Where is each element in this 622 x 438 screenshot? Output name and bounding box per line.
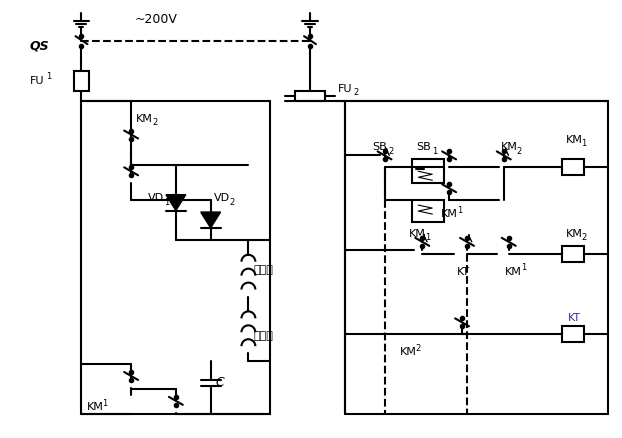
Text: SB: SB	[373, 142, 388, 152]
Text: 1: 1	[103, 399, 108, 408]
Polygon shape	[166, 194, 186, 211]
Bar	[412, 200, 444, 222]
Text: KT: KT	[457, 267, 470, 277]
Text: 2: 2	[582, 233, 587, 242]
Text: 1: 1	[45, 72, 51, 81]
Bar	[295, 91, 325, 101]
Bar	[412, 159, 444, 183]
Text: KM: KM	[136, 113, 153, 124]
Text: 1: 1	[164, 198, 169, 207]
Bar	[562, 246, 584, 262]
Text: 2: 2	[152, 118, 157, 127]
Text: VD: VD	[213, 193, 230, 203]
Text: KM: KM	[399, 347, 416, 357]
Text: KM: KM	[409, 229, 426, 239]
Text: QS: QS	[30, 39, 49, 53]
Text: 副绕组: 副绕组	[253, 331, 273, 341]
Polygon shape	[201, 212, 221, 228]
Text: KM: KM	[505, 267, 522, 277]
Text: KM: KM	[501, 142, 518, 152]
Text: 1: 1	[432, 147, 437, 156]
Text: 2: 2	[517, 147, 522, 156]
Text: 1: 1	[457, 205, 462, 215]
Text: 2: 2	[230, 198, 234, 207]
Text: KT: KT	[569, 313, 582, 323]
Bar	[562, 159, 584, 175]
Text: 主绕组: 主绕组	[253, 265, 273, 275]
Text: KM: KM	[441, 209, 458, 219]
Text: 2: 2	[354, 88, 359, 97]
Text: 1: 1	[521, 263, 526, 272]
Text: 1: 1	[582, 139, 587, 148]
Text: KM: KM	[565, 229, 582, 239]
Text: 2: 2	[389, 147, 394, 156]
Text: VD: VD	[148, 193, 164, 203]
Text: KM: KM	[565, 134, 582, 145]
Text: FU: FU	[338, 84, 352, 94]
Text: 1: 1	[425, 233, 430, 242]
Text: KM: KM	[86, 402, 103, 412]
Text: ~200V: ~200V	[134, 13, 177, 26]
Text: 2: 2	[415, 344, 420, 353]
Bar	[562, 326, 584, 342]
Text: SB: SB	[416, 142, 431, 152]
Text: C: C	[216, 376, 225, 389]
Bar	[73, 71, 90, 91]
Text: FU: FU	[30, 76, 44, 86]
